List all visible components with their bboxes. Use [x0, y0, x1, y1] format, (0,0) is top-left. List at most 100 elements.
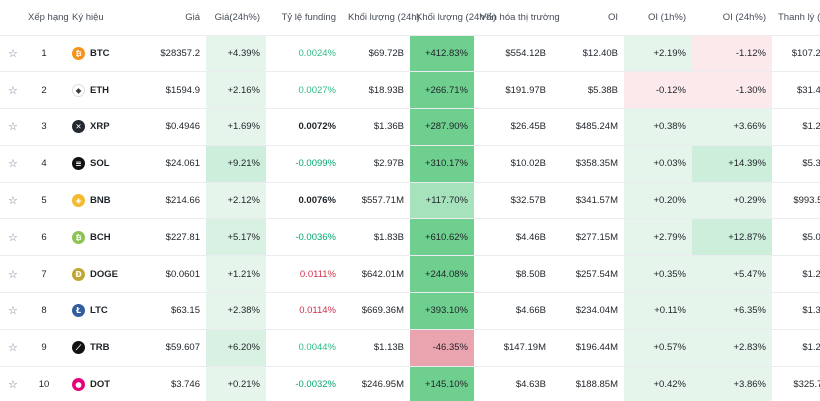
funding-rate-cell: 0.0072% [298, 121, 336, 133]
table-row[interactable]: ☆ 10 ● DOT $3.746 +0.21% -0.0032% $246.9… [0, 366, 820, 401]
header-liquidation[interactable]: Thanh lý (24h) [778, 11, 820, 23]
table-row[interactable]: ☆ 5 ◈ BNB $214.66 +2.12% 0.0076% $557.71… [0, 182, 820, 219]
oi-cell: $485.24M [575, 121, 618, 133]
volume-cell: $1.36B [373, 121, 404, 133]
symbol-cell[interactable]: ⟋ TRB [66, 329, 138, 366]
symbol-label: BNB [90, 195, 111, 207]
volume-cell: $1.83B [373, 231, 404, 243]
symbol-cell[interactable]: ◈ BNB [66, 182, 138, 219]
funding-rate-cell: -0.0099% [295, 158, 336, 170]
liquidation-cell: $31.41M [797, 84, 820, 96]
market-cap-cell: $4.66B [515, 305, 546, 317]
header-oi-1h[interactable]: OI (1h%) [647, 11, 686, 23]
table-row[interactable]: ☆ 3 ✕ XRP $0.4946 +1.69% 0.0072% $1.36B … [0, 108, 820, 146]
volume-change-cell: +393.10% [410, 292, 474, 330]
oi-1h-cell: +0.11% [624, 292, 692, 330]
favorite-star-icon[interactable]: ☆ [8, 342, 18, 355]
header-oi-24h[interactable]: OI (24h%) [722, 11, 766, 23]
price-change-cell: +2.12% [206, 182, 266, 219]
volume-cell: $69.72B [368, 47, 404, 59]
volume-change-cell: +412.83% [410, 35, 474, 72]
volume-change-cell: +145.10% [410, 366, 474, 401]
header-market-cap[interactable]: Vốn hóa thị trường [480, 11, 560, 23]
table-row[interactable]: ☆ 4 ≡ SOL $24.061 +9.21% -0.0099% $2.97B… [0, 145, 820, 183]
funding-rate-cell: 0.0114% [299, 305, 336, 317]
favorite-star-icon[interactable]: ☆ [8, 379, 18, 392]
funding-rate-cell: -0.0032% [295, 379, 336, 391]
table-row[interactable]: ☆ 2 ◆ ETH $1594.9 +2.16% 0.0027% $18.93B… [0, 71, 820, 109]
oi-1h-cell: +0.20% [624, 182, 692, 219]
oi-24h-cell: +12.87% [692, 218, 772, 256]
oi-24h-cell: +3.66% [692, 108, 772, 146]
header-price[interactable]: Giá [185, 11, 200, 23]
oi-cell: $234.04M [575, 305, 618, 317]
price-cell: $24.061 [165, 158, 200, 170]
oi-1h-cell: +0.38% [624, 108, 692, 146]
symbol-label: XRP [90, 121, 110, 133]
oi-cell: $196.44M [575, 342, 618, 354]
favorite-star-icon[interactable]: ☆ [8, 195, 18, 208]
header-funding-rate[interactable]: Tỷ lệ funding [281, 11, 336, 23]
volume-cell: $18.93B [368, 84, 404, 96]
xrp-icon: ✕ [72, 120, 85, 134]
oi-cell: $5.38B [587, 84, 618, 96]
volume-change-cell: +244.08% [410, 255, 474, 293]
table-row[interactable]: ☆ 1 ₿ BTC $28357.2 +4.39% 0.0024% $69.72… [0, 35, 820, 72]
price-change-cell: +5.17% [206, 218, 266, 256]
favorite-star-icon[interactable]: ☆ [8, 231, 18, 244]
rank-cell: 6 [41, 231, 47, 243]
symbol-label: LTC [90, 305, 108, 317]
price-change-cell: +0.21% [206, 366, 266, 401]
symbol-cell[interactable]: Ð DOGE [66, 256, 138, 293]
oi-cell: $341.57M [575, 195, 618, 207]
funding-rate-cell: 0.0044% [298, 342, 336, 354]
volume-change-cell: +287.90% [410, 108, 474, 146]
price-cell: $59.607 [165, 342, 200, 354]
table-row[interactable]: ☆ 7 Ð DOGE $0.0601 +1.21% 0.0111% $642.0… [0, 255, 820, 293]
symbol-cell[interactable]: ✕ XRP [66, 109, 138, 146]
header-volume-change[interactable]: Khối lượng (24h%) [416, 11, 497, 23]
oi-24h-cell: -1.30% [692, 71, 772, 109]
rank-cell: 7 [41, 268, 47, 280]
header-price-change[interactable]: Giá(24h%) [214, 11, 260, 23]
favorite-star-icon[interactable]: ☆ [8, 121, 18, 134]
table-row[interactable]: ☆ 9 ⟋ TRB $59.607 +6.20% 0.0044% $1.13B … [0, 329, 820, 367]
oi-24h-cell: -1.12% [692, 35, 772, 72]
symbol-label: DOT [90, 379, 111, 391]
market-cap-cell: $10.02B [510, 158, 546, 170]
oi-1h-cell: +0.42% [624, 366, 692, 401]
btc-icon: ₿ [72, 46, 85, 60]
symbol-label: BCH [90, 231, 111, 243]
volume-change-cell: +310.17% [410, 145, 474, 183]
oi-cell: $277.15M [575, 231, 618, 243]
oi-1h-cell: +2.19% [624, 35, 692, 72]
favorite-star-icon[interactable]: ☆ [8, 158, 18, 171]
sol-icon: ≡ [72, 157, 85, 171]
table-row[interactable]: ☆ 6 ₿ BCH $227.81 +5.17% -0.0036% $1.83B… [0, 218, 820, 256]
favorite-star-icon[interactable]: ☆ [8, 305, 18, 318]
table-body: ☆ 1 ₿ BTC $28357.2 +4.39% 0.0024% $69.72… [0, 35, 820, 401]
symbol-cell[interactable]: ₿ BCH [66, 219, 138, 256]
symbol-cell[interactable]: ≡ SOL [66, 145, 138, 182]
price-change-cell: +1.69% [206, 108, 266, 146]
symbol-label: DOGE [90, 268, 118, 280]
symbol-cell[interactable]: ● DOT [66, 366, 138, 401]
favorite-star-icon[interactable]: ☆ [8, 268, 18, 281]
header-rank[interactable]: Xếp hạng [28, 11, 69, 23]
bnb-icon: ◈ [72, 194, 85, 208]
favorite-star-icon[interactable]: ☆ [8, 84, 18, 97]
symbol-cell[interactable]: Ł LTC [66, 293, 138, 330]
table-row[interactable]: ☆ 8 Ł LTC $63.15 +2.38% 0.0114% $669.36M… [0, 292, 820, 330]
volume-change-cell: +610.62% [410, 218, 474, 256]
symbol-label: SOL [90, 158, 110, 170]
liquidation-cell: $107.25M [791, 47, 820, 59]
header-volume[interactable]: Khối lượng (24h) [348, 11, 420, 23]
favorite-star-icon[interactable]: ☆ [8, 47, 18, 60]
symbol-cell[interactable]: ◆ ETH [66, 72, 138, 109]
market-cap-cell: $191.97B [505, 84, 546, 96]
symbol-cell[interactable]: ₿ BTC [66, 35, 138, 72]
market-cap-cell: $32.57B [510, 195, 546, 207]
header-oi[interactable]: OI [607, 11, 618, 23]
header-symbol[interactable]: Ký hiệu [72, 11, 104, 23]
